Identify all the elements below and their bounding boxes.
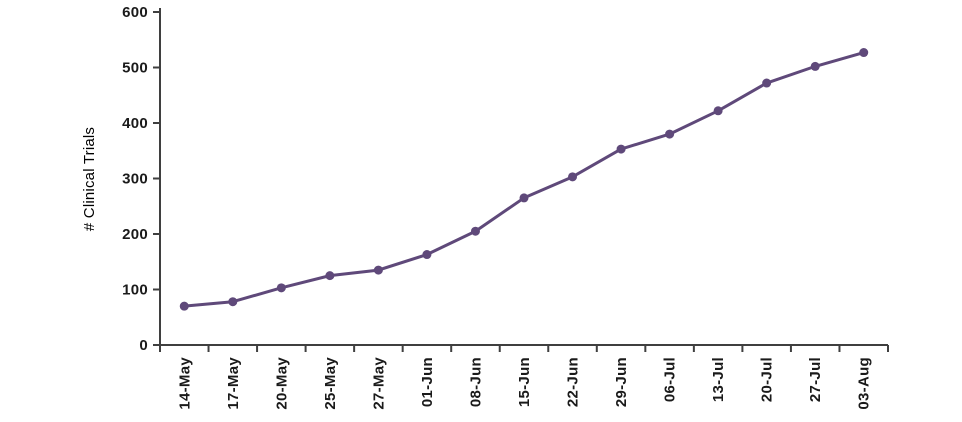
y-tick-label: 200 (122, 226, 148, 243)
data-point-marker (325, 271, 335, 281)
series-line (182, 51, 866, 308)
data-point-marker (616, 144, 626, 154)
tick-labels-layer: 0 100 200 300 400 500 600 14-May 17-May 20-May 25-… (122, 4, 873, 410)
y-tick-label: 600 (122, 4, 148, 21)
y-tick-label: 500 (122, 60, 148, 77)
axes-layer (153, 8, 889, 352)
x-tick-label: 29-Jun (613, 357, 630, 407)
x-tick-label: 03-Aug (856, 357, 873, 410)
data-point-marker (810, 61, 820, 71)
data-point-marker (276, 283, 286, 293)
series-layer (179, 48, 869, 311)
y-axis-title: # Clinical Trials (81, 127, 98, 231)
x-tick-label: 17-May (225, 357, 242, 410)
y-tick-label: 400 (122, 115, 148, 132)
x-tick-label: 20-May (273, 357, 290, 410)
data-point-marker (470, 226, 480, 236)
data-point-marker (665, 129, 675, 139)
x-tick-label: 14-May (176, 357, 193, 410)
x-tick-label: 06-Jul (662, 357, 679, 402)
data-point-marker (519, 193, 529, 203)
data-point-marker (179, 301, 189, 311)
x-tick-label: 22-Jun (565, 357, 582, 407)
data-point-marker (859, 48, 869, 58)
data-point-marker (568, 172, 578, 182)
x-tick-label: 08-Jun (467, 357, 484, 407)
y-tick-label: 300 (122, 171, 148, 188)
data-point-marker (373, 265, 383, 275)
y-tick-label: 0 (139, 337, 148, 354)
y-tick-label: 100 (122, 282, 148, 299)
x-tick-label: 27-May (370, 357, 387, 410)
x-tick-label: 13-Jul (710, 357, 727, 402)
x-tick-label: 01-Jun (419, 357, 436, 407)
x-tick-label: 20-Jul (759, 357, 776, 402)
x-tick-label: 25-May (322, 357, 339, 410)
data-point-marker (762, 78, 772, 88)
data-point-marker (422, 250, 432, 260)
data-point-marker (713, 106, 723, 116)
x-tick-label: 27-Jul (807, 357, 824, 402)
x-tick-label: 15-Jun (516, 357, 533, 407)
data-point-marker (228, 297, 238, 307)
